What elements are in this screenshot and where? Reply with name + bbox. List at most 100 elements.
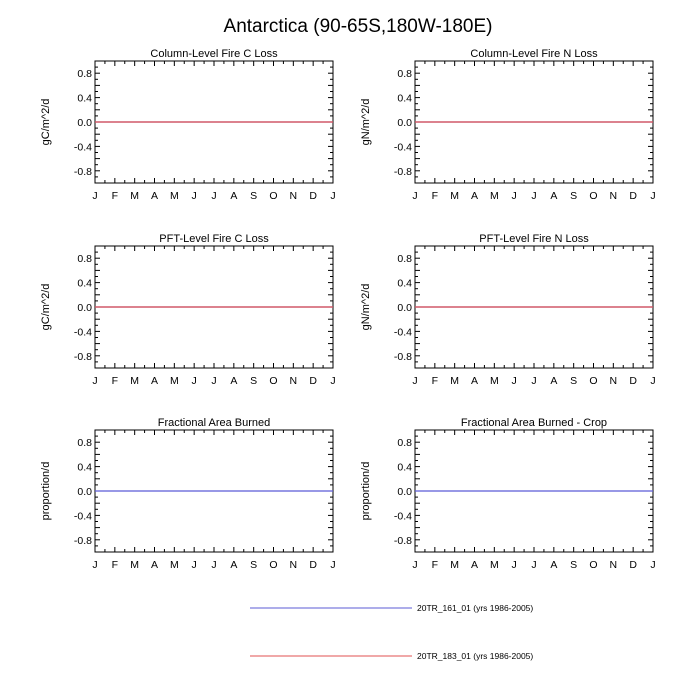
y-tick-label: 0.4: [397, 93, 412, 105]
x-tick-label: F: [112, 375, 118, 387]
x-tick-label: S: [250, 375, 257, 387]
x-tick-label: J: [512, 375, 517, 387]
x-tick-label: M: [130, 375, 139, 387]
panel-title: Column-Level Fire C Loss: [150, 48, 278, 60]
y-tick-label: -0.8: [394, 535, 412, 547]
x-tick-label: M: [130, 559, 139, 571]
x-tick-label: J: [531, 190, 536, 202]
y-tick-label: 0.0: [77, 486, 92, 498]
y-axis-label: gC/m^2/d: [40, 284, 52, 331]
x-tick-label: A: [471, 375, 478, 387]
x-tick-label: S: [570, 190, 577, 202]
y-tick-label: -0.4: [394, 141, 412, 153]
x-tick-label: J: [92, 190, 97, 202]
x-tick-label: J: [650, 375, 655, 387]
x-tick-label: J: [531, 559, 536, 571]
y-tick-label: -0.4: [394, 326, 412, 338]
x-tick-label: A: [151, 375, 158, 387]
x-tick-label: N: [290, 559, 298, 571]
x-tick-label: D: [309, 559, 317, 571]
y-axis-label: gC/m^2/d: [40, 99, 52, 146]
y-tick-label: 0.4: [397, 278, 412, 290]
x-tick-label: A: [230, 559, 237, 571]
x-tick-label: M: [490, 375, 499, 387]
y-tick-label: -0.8: [394, 351, 412, 363]
x-tick-label: J: [92, 375, 97, 387]
y-axis-label: gN/m^2/d: [360, 99, 372, 146]
x-tick-label: M: [170, 375, 179, 387]
x-tick-label: O: [589, 375, 597, 387]
x-tick-label: J: [192, 559, 197, 571]
x-tick-label: N: [610, 375, 618, 387]
x-tick-label: N: [290, 375, 298, 387]
y-axis-label: gN/m^2/d: [360, 284, 372, 331]
x-tick-label: J: [330, 559, 335, 571]
x-tick-label: S: [570, 559, 577, 571]
x-tick-label: J: [512, 190, 517, 202]
y-axis-label: proportion/d: [360, 462, 372, 521]
y-tick-label: 0.4: [397, 462, 412, 474]
x-tick-label: A: [471, 190, 478, 202]
x-tick-label: M: [450, 190, 459, 202]
x-tick-label: M: [170, 559, 179, 571]
x-tick-label: M: [450, 559, 459, 571]
x-tick-label: S: [250, 559, 257, 571]
y-tick-label: -0.4: [394, 510, 412, 522]
x-tick-label: J: [412, 190, 417, 202]
y-tick-label: 0.0: [397, 117, 412, 129]
x-tick-label: M: [490, 559, 499, 571]
x-tick-label: F: [432, 375, 438, 387]
x-tick-label: M: [170, 190, 179, 202]
y-tick-label: -0.8: [74, 535, 92, 547]
y-tick-label: 0.8: [397, 253, 412, 265]
x-tick-label: O: [589, 559, 597, 571]
x-tick-label: D: [629, 559, 637, 571]
x-tick-label: J: [531, 375, 536, 387]
x-tick-label: O: [269, 559, 277, 571]
x-tick-label: S: [570, 375, 577, 387]
x-tick-label: A: [151, 190, 158, 202]
y-tick-label: 0.0: [77, 302, 92, 314]
x-tick-label: D: [309, 190, 317, 202]
y-tick-label: 0.8: [397, 68, 412, 80]
x-tick-label: A: [471, 559, 478, 571]
x-tick-label: O: [269, 375, 277, 387]
panel-title: Fractional Area Burned: [158, 417, 271, 429]
y-axis-label: proportion/d: [40, 462, 52, 521]
y-tick-label: 0.0: [77, 117, 92, 129]
y-tick-label: -0.8: [74, 166, 92, 178]
panel-title: Fractional Area Burned - Crop: [461, 417, 607, 429]
x-tick-label: J: [412, 559, 417, 571]
x-tick-label: J: [330, 375, 335, 387]
x-tick-label: A: [230, 190, 237, 202]
legend-label-1: 20TR_161_01 (yrs 1986-2005): [417, 603, 533, 613]
x-tick-label: F: [112, 559, 118, 571]
x-tick-label: A: [550, 559, 557, 571]
x-tick-label: N: [610, 559, 618, 571]
y-tick-label: -0.8: [394, 166, 412, 178]
x-tick-label: O: [269, 190, 277, 202]
y-tick-label: 0.4: [77, 278, 92, 290]
y-tick-label: -0.8: [74, 351, 92, 363]
y-tick-label: 0.8: [77, 68, 92, 80]
x-tick-label: A: [550, 190, 557, 202]
y-tick-label: 0.8: [77, 253, 92, 265]
x-tick-label: J: [512, 559, 517, 571]
y-tick-label: -0.4: [74, 510, 92, 522]
x-tick-label: F: [432, 190, 438, 202]
x-tick-label: O: [589, 190, 597, 202]
x-tick-label: M: [450, 375, 459, 387]
x-tick-label: J: [192, 375, 197, 387]
y-tick-label: 0.8: [77, 437, 92, 449]
y-tick-label: 0.4: [77, 462, 92, 474]
x-tick-label: J: [330, 190, 335, 202]
x-tick-label: M: [490, 190, 499, 202]
x-tick-label: J: [650, 559, 655, 571]
x-tick-label: J: [211, 559, 216, 571]
